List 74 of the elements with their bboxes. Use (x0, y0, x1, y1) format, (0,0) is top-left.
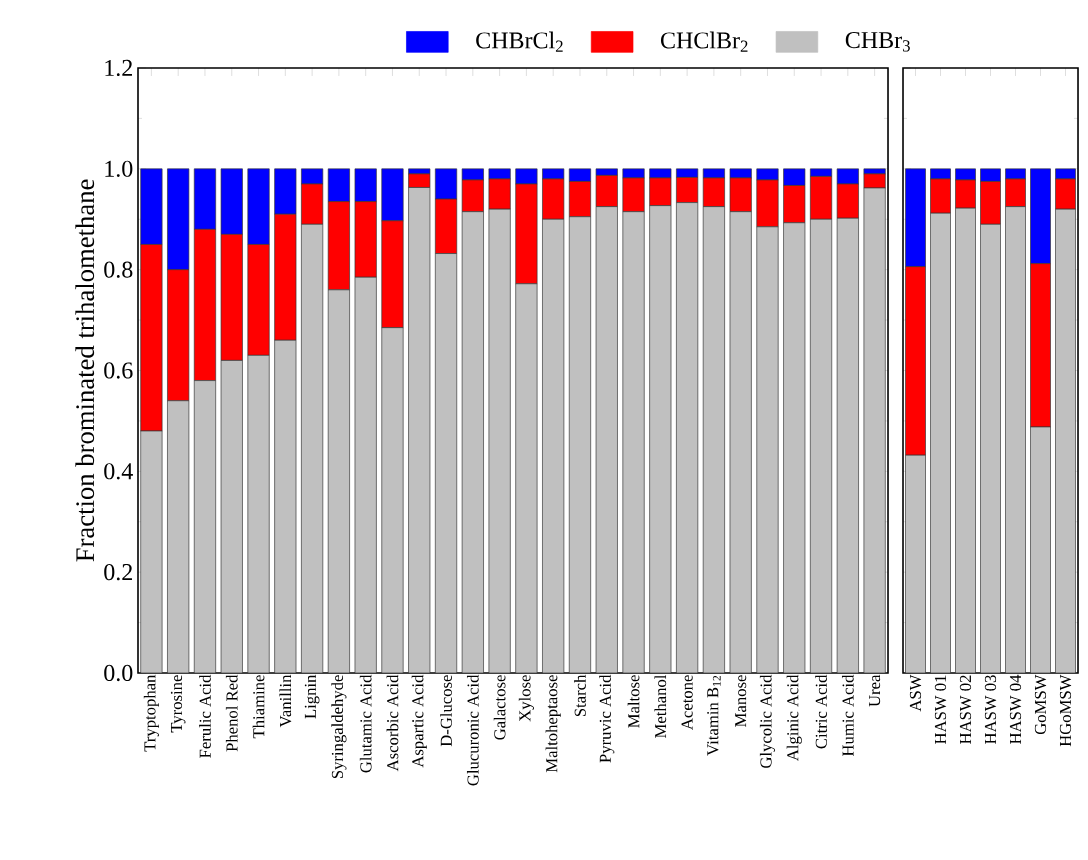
legend-label: CHBr$_{3}$ (845, 32, 910, 52)
bar (488, 209, 511, 673)
x-tick-label: HASW 01 (934, 675, 947, 745)
bar (354, 277, 377, 673)
bar (328, 289, 350, 673)
x-tick-label: Maltose (627, 675, 640, 728)
x-tick-label: Methanol (654, 674, 667, 738)
x-tick-label: Lignin (304, 674, 320, 719)
bar (729, 211, 752, 673)
bar (221, 360, 243, 673)
bar (810, 219, 832, 673)
bar (247, 355, 270, 673)
x-tick-label: HGoMSW (1059, 674, 1072, 747)
bar (783, 222, 805, 673)
bar (140, 431, 163, 673)
bar (569, 216, 591, 673)
y-tick-label: 0.0 (104, 664, 133, 682)
y-axis-title: Fraction brominated trihalomethane (75, 179, 95, 562)
bar (167, 400, 189, 673)
x-tick-label: Glycolic Acid (759, 674, 776, 768)
y-tick-label: 1.2 (105, 59, 132, 77)
x-tick-label: Xylose (518, 675, 534, 722)
bar (703, 206, 725, 673)
x-tick-label: ASW (909, 674, 922, 712)
bar (462, 211, 484, 673)
bar (194, 380, 216, 673)
legend-label: CHBrCl$_{2}$ (476, 31, 563, 52)
legend-label: CHClBr$_{2}$ (660, 31, 748, 52)
x-tick-label: Acetone (681, 675, 693, 730)
x-tick-label: HASW 04 (1009, 674, 1022, 745)
x-tick-label: HASW 02 (959, 675, 972, 745)
bar (408, 187, 430, 673)
x-tick-label: Alginic Acid (786, 674, 802, 761)
x-tick-label: Tyrosine (170, 675, 186, 733)
x-tick-label: Tryptophan (143, 674, 159, 752)
x-tick-label: Citric Acid (815, 674, 827, 749)
x-tick-label: Aspartic Acid (411, 674, 427, 768)
y-tick-label: 0.8 (104, 261, 133, 278)
bar (542, 219, 564, 673)
bar (301, 224, 323, 673)
x-tick-label: Glucuronic Acid (466, 674, 479, 786)
bar (676, 202, 698, 673)
bar (274, 340, 297, 673)
x-tick-label: Ascorbic Acid (386, 674, 399, 772)
x-tick-label: HASW 03 (984, 675, 997, 745)
x-tick-label: Thiamine (252, 675, 265, 739)
x-tick-label: Humic Acid (841, 674, 854, 757)
y-tick-label: 0.2 (104, 564, 132, 581)
x-tick-label: Manose (735, 675, 747, 727)
x-tick-label: Ferulic Acid (199, 674, 211, 758)
bar (596, 206, 618, 673)
x-tick-label: Vanillin (279, 674, 292, 728)
x-tick-label: Glutamic Acid (359, 674, 372, 773)
bar (622, 211, 645, 673)
x-tick-label: Galactose (493, 675, 506, 740)
x-tick-label: Urea (869, 674, 881, 707)
y-tick-label: 1.0 (105, 160, 133, 177)
bar (381, 327, 404, 673)
y-tick-label: 0.6 (104, 362, 133, 379)
bar (649, 205, 672, 673)
y-tick-label: 0.4 (104, 463, 133, 480)
x-tick-label: GoMSW (1034, 674, 1047, 735)
bar (435, 253, 457, 673)
x-tick-label: Starch (574, 674, 586, 717)
x-tick-label: D-Glucose (440, 675, 452, 747)
bar (515, 283, 538, 673)
x-tick-label: Pyruvic Acid (599, 674, 615, 763)
x-tick-label: Vitamin B$_{12}$ (707, 675, 721, 756)
x-tick-label: Syringaldehyde (331, 675, 347, 779)
x-tick-label: Maltoheptaose (545, 675, 561, 773)
x-tick-label: Phenol Red (225, 674, 238, 752)
bar (756, 226, 779, 673)
bar (837, 218, 859, 673)
bar (863, 187, 886, 673)
